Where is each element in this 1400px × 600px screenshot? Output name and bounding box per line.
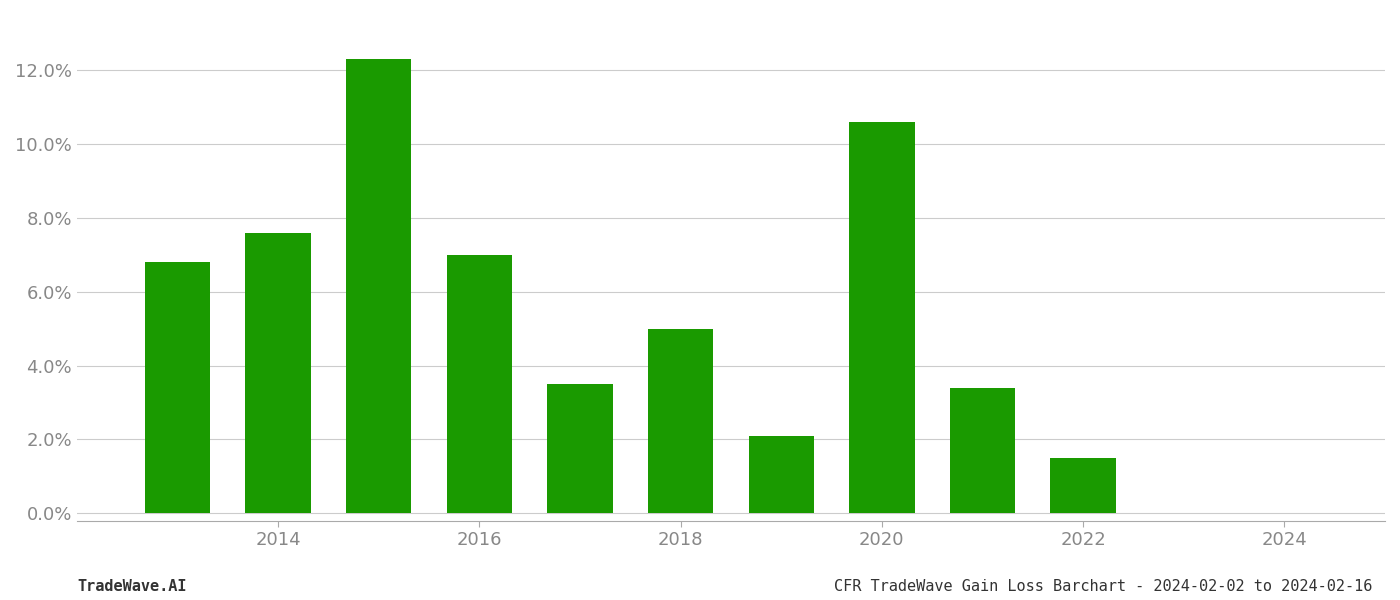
Bar [547,384,613,513]
Bar [144,262,210,513]
Text: CFR TradeWave Gain Loss Barchart - 2024-02-02 to 2024-02-16: CFR TradeWave Gain Loss Barchart - 2024-… [833,579,1372,594]
Bar [245,233,311,513]
Bar [447,255,512,513]
Bar [1050,458,1116,513]
Bar [346,59,412,513]
Bar [749,436,813,513]
Bar [949,388,1015,513]
Bar [648,329,714,513]
Text: TradeWave.AI: TradeWave.AI [77,579,186,594]
Bar [850,122,914,513]
